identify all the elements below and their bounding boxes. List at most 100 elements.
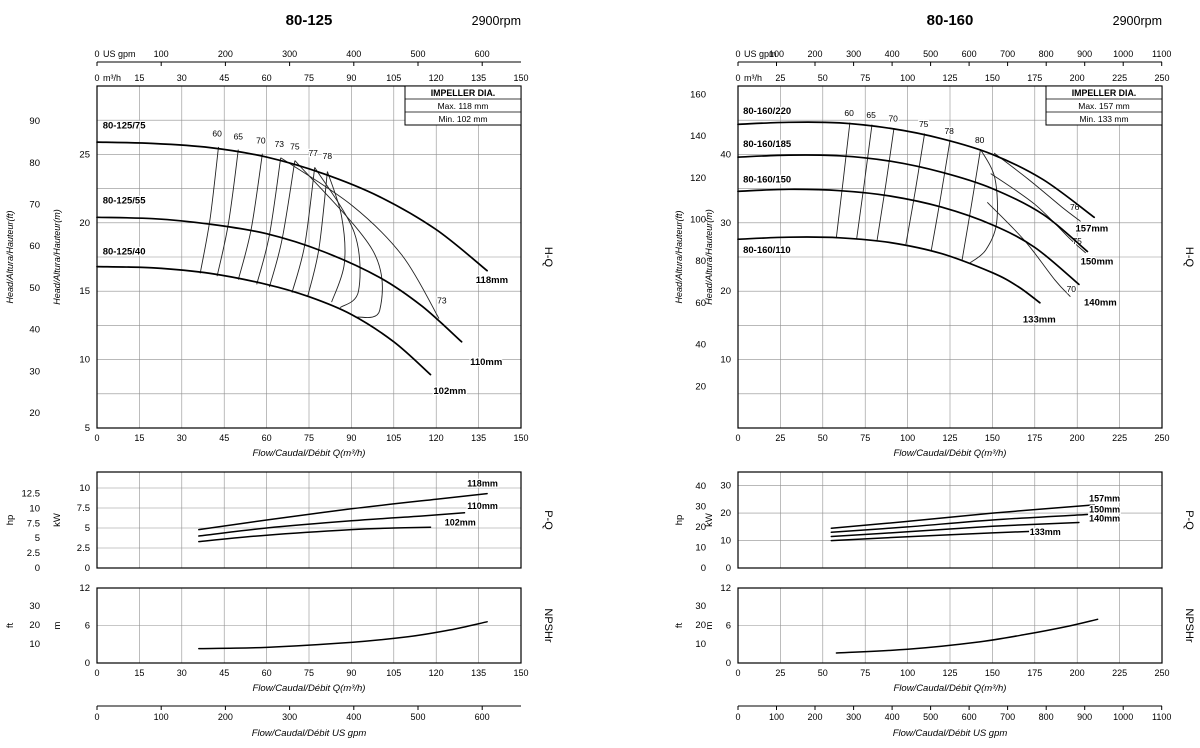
curve-name-label: 80-160/110 xyxy=(743,245,791,256)
efficiency-line xyxy=(199,146,219,274)
gpm-tick-label: 900 xyxy=(1077,712,1092,722)
hq-ft-tick: 70 xyxy=(29,200,40,211)
efficiency-line xyxy=(961,149,981,262)
top-m3h-axis: 0 m³/h 15 30 45 60 75 90 105 120 135 150 xyxy=(94,73,528,83)
npsh-plot-border xyxy=(737,587,1163,664)
efficiency-label: 78 xyxy=(944,126,954,136)
hq-m-tick: 5 xyxy=(85,423,90,434)
hq-ft-tick: 80 xyxy=(695,256,706,267)
curve-name-label: 80-125/55 xyxy=(103,196,147,207)
pq-hp-tick: 20 xyxy=(695,522,706,533)
hq-chart: 5 10 15 20 25 20 30 40 50 60 70 80 90 Head/Altura/Hau… xyxy=(5,85,529,459)
gpm-tick-label: 800 xyxy=(1039,712,1054,722)
npsh-ylabel-m: m xyxy=(704,621,715,629)
m3h-tick-label: 15 xyxy=(134,73,144,83)
hq-x-tick: 250 xyxy=(1154,433,1169,443)
efficiency-line xyxy=(930,140,951,251)
m3h-tick-label: 175 xyxy=(1027,73,1042,83)
npsh-curve xyxy=(198,621,488,650)
gpm-tick-label: 200 xyxy=(218,49,233,59)
gpm-tick-label: 0 xyxy=(94,49,99,59)
efficiency-contours: 60 65 70 75 78 80 76 75 70 xyxy=(835,107,1086,297)
m3h-tick-label: 150 xyxy=(985,73,1000,83)
hq-curve-118mm xyxy=(96,141,488,272)
curve-name-label: 80-125/40 xyxy=(103,246,146,257)
efficiency-label: 65 xyxy=(234,131,244,141)
gpm-tick-label: 1100 xyxy=(1152,49,1171,59)
efficiency-label: 75 xyxy=(919,119,929,129)
pq-ylabel-hp: hp xyxy=(5,515,16,526)
m3h-tick-label: 0 xyxy=(735,73,740,83)
efficiency-contours: 60 65 70 73 75 77 78 73 xyxy=(199,127,448,319)
gpm-tick-label: 0 xyxy=(735,49,740,59)
pq-chart: 0 2.5 5 7.5 10 0 2.5 5 7.5 10 12.5 hp kW 118mm 110mm 10… xyxy=(5,471,522,574)
efficiency-label: 73 xyxy=(437,296,447,306)
gpm-tick-label: 1000 xyxy=(1113,712,1133,722)
npsh-ft-tick: 20 xyxy=(29,620,40,631)
npsh-ft-tick: 10 xyxy=(695,639,706,650)
gpm-tick-label: 800 xyxy=(1039,49,1054,59)
npsh-plot-border xyxy=(96,587,522,664)
pq-hp-tick: 2.5 xyxy=(27,548,40,559)
pq-curve-133mm xyxy=(830,530,1041,542)
curve-name-label: 80-160/150 xyxy=(743,174,791,185)
hq-x-tick: 45 xyxy=(219,433,229,443)
bottom-gpm-axis: 0 100 200 300 400 500 600 700 800 900 1000 1100 Flow… xyxy=(735,705,1171,739)
hq-x-tick: 125 xyxy=(942,433,957,443)
section-label-pq: P-Q xyxy=(1183,510,1195,530)
gpm-tick-label: 400 xyxy=(346,712,361,722)
npsh-ft-tick: 10 xyxy=(29,639,40,650)
npsh-ylabel-ft: ft xyxy=(674,623,685,629)
hq-x-tick: 25 xyxy=(775,433,785,443)
gpm-tick-label: 300 xyxy=(846,712,861,722)
gpm-tick-label: 700 xyxy=(1000,49,1015,59)
m3h-tick-label: 90 xyxy=(346,73,356,83)
hq-x-tick: 135 xyxy=(471,433,486,443)
efficiency-label: 73 xyxy=(275,139,285,149)
hq-ft-tick: 140 xyxy=(690,131,706,142)
npsh-m-tick: 6 xyxy=(726,621,731,632)
gpm-tick-label: 200 xyxy=(807,49,822,59)
m3h-tick-label: 30 xyxy=(177,73,187,83)
npsh-ft-tick: 20 xyxy=(695,620,706,631)
hq-ft-tick: 120 xyxy=(690,173,706,184)
pq-ylabel-kw: kW xyxy=(52,513,63,527)
gpm-tick-label: 100 xyxy=(154,49,169,59)
rpm-label: 2900rpm xyxy=(472,14,521,28)
curve-dia-label: 150mm xyxy=(1081,257,1114,268)
m3h-unit-label: m³/h xyxy=(103,73,121,83)
pq-hp-tick: 12.5 xyxy=(22,488,41,499)
efficiency-label: 75 xyxy=(290,142,300,152)
npsh-chart: 0 6 12 10 20 30 ft m 0 15 30 45 60 75 90 105 120 135 150 Fl… xyxy=(5,583,529,694)
hq-x-title: Flow/Caudal/Débit Q(m³/h) xyxy=(894,448,1007,459)
m3h-tick-label: 105 xyxy=(386,73,401,83)
hq-ft-tick: 40 xyxy=(695,340,706,351)
hq-ft-tick: 30 xyxy=(29,366,40,377)
efficiency-line xyxy=(326,171,346,303)
m3h-tick-label: 50 xyxy=(818,73,828,83)
hq-x-tick: 90 xyxy=(346,433,356,443)
impeller-box: IMPELLER DIA. Max. 118 mm Min. 102 mm xyxy=(404,85,522,126)
hq-x-tick: 75 xyxy=(304,433,314,443)
rpm-label: 2900rpm xyxy=(1113,14,1162,28)
efficiency-label: 70 xyxy=(888,114,898,124)
gpm-tick-label: 500 xyxy=(410,49,425,59)
npsh-x-tick: 75 xyxy=(304,668,314,678)
pq-curve-label: 157mm xyxy=(1089,494,1120,504)
m3h-tick-label: 25 xyxy=(775,73,785,83)
pq-kw-tick: 5 xyxy=(85,523,90,534)
gpm-tick-label: 600 xyxy=(475,712,490,722)
hq-m-tick: 40 xyxy=(720,149,731,160)
curve-dia-label: 133mm xyxy=(1023,315,1056,326)
npsh-x-tick: 225 xyxy=(1112,668,1127,678)
impeller-box-frame xyxy=(1045,85,1163,126)
npsh-x-tick: 15 xyxy=(134,668,144,678)
impeller-box-title: IMPELLER DIA. xyxy=(1072,88,1137,98)
pq-hp-tick: 0 xyxy=(35,563,40,574)
npsh-x-tick: 120 xyxy=(429,668,444,678)
hq-curve-150mm xyxy=(737,154,1089,253)
npsh-x-tick: 250 xyxy=(1154,668,1169,678)
gpm-tick-label: 200 xyxy=(807,712,822,722)
gpm-axis-title: Flow/Caudal/Débit US gpm xyxy=(252,728,367,739)
efficiency-label: 70 xyxy=(1067,284,1077,294)
